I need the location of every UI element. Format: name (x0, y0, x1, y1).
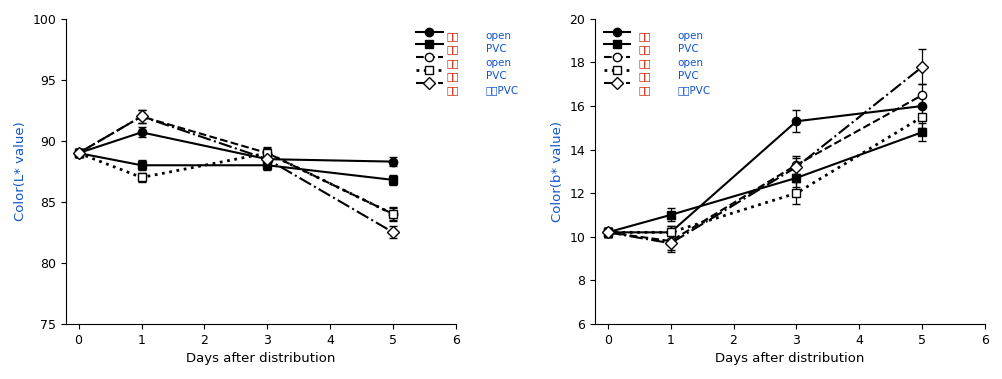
Y-axis label: Color(b* value): Color(b* value) (550, 121, 563, 222)
Legend: , , , , : , , , , (600, 24, 637, 92)
Text: PVC: PVC (485, 44, 506, 55)
Text: 수확: 수확 (447, 85, 459, 95)
Text: PVC: PVC (677, 44, 698, 55)
Text: 수확: 수확 (638, 58, 650, 68)
Text: open: open (485, 31, 511, 41)
Legend: , , , , : , , , , (413, 24, 450, 92)
Text: 수확: 수확 (447, 72, 459, 81)
Text: 포장: 포장 (447, 31, 459, 41)
Text: open: open (677, 58, 703, 68)
Text: 포장: 포장 (638, 44, 650, 55)
Text: 수확: 수확 (638, 85, 650, 95)
Text: open: open (485, 58, 511, 68)
Text: 포장: 포장 (447, 44, 459, 55)
Text: 우사PVC: 우사PVC (677, 85, 710, 95)
Text: PVC: PVC (677, 72, 698, 81)
X-axis label: Days after distribution: Days after distribution (186, 352, 336, 365)
Text: PVC: PVC (485, 72, 506, 81)
Text: 우사PVC: 우사PVC (485, 85, 519, 95)
Text: 포장: 포장 (638, 31, 650, 41)
X-axis label: Days after distribution: Days after distribution (714, 352, 864, 365)
Text: 수확: 수확 (447, 58, 459, 68)
Y-axis label: Color(L* value): Color(L* value) (14, 122, 27, 221)
Text: 수확: 수확 (638, 72, 650, 81)
Text: open: open (677, 31, 703, 41)
